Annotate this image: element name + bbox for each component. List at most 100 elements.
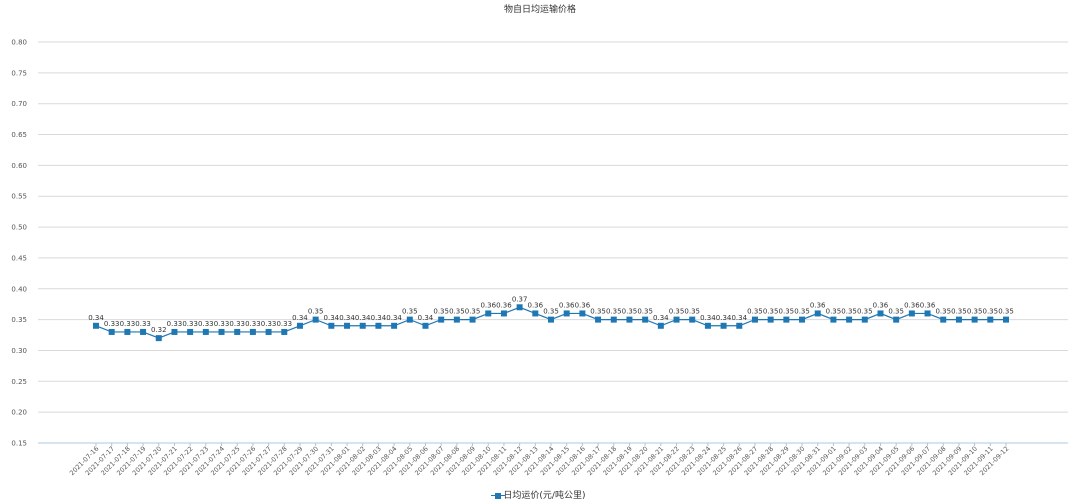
y-tick-label: 0.80: [11, 39, 27, 47]
data-point: [830, 316, 837, 323]
data-point: [469, 316, 476, 323]
data-label: 0.33: [120, 320, 136, 328]
y-tick-label: 0.40: [11, 285, 27, 293]
data-label: 0.34: [88, 314, 104, 322]
data-label: 0.34: [324, 314, 340, 322]
data-point: [359, 322, 366, 329]
data-point: [328, 322, 335, 329]
data-label: 0.36: [528, 301, 544, 309]
y-tick-label: 0.35: [11, 316, 27, 324]
data-point: [500, 310, 507, 317]
data-label: 0.35: [826, 308, 842, 316]
data-point: [124, 328, 131, 335]
data-point: [626, 316, 633, 323]
data-point: [657, 322, 664, 329]
data-point: [767, 316, 774, 323]
data-label: 0.36: [559, 301, 575, 309]
data-point: [736, 322, 743, 329]
y-tick-label: 0.45: [11, 254, 27, 262]
data-point: [908, 310, 915, 317]
data-point: [171, 328, 178, 335]
data-point: [704, 322, 711, 329]
data-label: 0.35: [888, 308, 904, 316]
data-point: [438, 316, 445, 323]
data-label: 0.34: [339, 314, 355, 322]
data-point: [453, 316, 460, 323]
data-label: 0.32: [151, 326, 167, 334]
data-label: 0.35: [841, 308, 857, 316]
data-label: 0.35: [967, 308, 983, 316]
data-point: [187, 328, 194, 335]
data-point: [783, 316, 790, 323]
y-tick-label: 0.70: [11, 100, 27, 108]
data-point: [234, 328, 241, 335]
data-label: 0.35: [433, 308, 449, 316]
data-label: 0.36: [873, 301, 889, 309]
data-point: [610, 316, 617, 323]
data-point: [108, 328, 115, 335]
y-tick-label: 0.60: [11, 162, 27, 170]
data-point: [218, 328, 225, 335]
data-point: [375, 322, 382, 329]
data-label: 0.35: [590, 308, 606, 316]
data-label: 0.36: [904, 301, 920, 309]
data-label: 0.36: [810, 301, 826, 309]
chart-title: 物自日均运输价格: [503, 5, 576, 15]
data-label: 0.35: [622, 308, 638, 316]
y-tick-label: 0.55: [11, 193, 27, 201]
data-label: 0.35: [998, 308, 1014, 316]
data-label: 0.35: [543, 308, 559, 316]
data-point: [814, 310, 821, 317]
data-point: [93, 322, 99, 329]
data-label: 0.34: [292, 314, 308, 322]
data-label: 0.35: [747, 308, 763, 316]
data-label: 0.35: [606, 308, 622, 316]
data-point: [265, 328, 272, 335]
y-tick-label: 0.30: [11, 347, 27, 355]
data-point: [579, 310, 586, 317]
y-tick-label: 0.20: [11, 409, 27, 417]
y-tick-label: 0.25: [11, 378, 27, 386]
data-label: 0.35: [684, 308, 700, 316]
data-point: [312, 316, 319, 323]
data-label: 0.35: [935, 308, 951, 316]
data-label: 0.33: [182, 320, 198, 328]
y-tick-label: 0.50: [11, 224, 27, 232]
data-point: [955, 316, 962, 323]
data-point: [344, 322, 351, 329]
data-label: 0.35: [449, 308, 465, 316]
data-label: 0.33: [245, 320, 261, 328]
data-label: 0.36: [575, 301, 591, 309]
data-point: [422, 322, 429, 329]
data-point: [751, 316, 758, 323]
data-point: [296, 322, 303, 329]
data-point: [202, 328, 209, 335]
data-point: [563, 310, 570, 317]
data-label: 0.34: [700, 314, 716, 322]
data-label: 0.33: [261, 320, 277, 328]
data-label: 0.33: [167, 320, 183, 328]
data-point: [893, 316, 900, 323]
data-label: 0.35: [857, 308, 873, 316]
data-label: 0.35: [779, 308, 795, 316]
data-point: [861, 316, 868, 323]
data-point: [689, 316, 696, 323]
data-label: 0.34: [355, 314, 371, 322]
data-point: [846, 316, 853, 323]
data-point: [281, 328, 288, 335]
data-label: 0.34: [731, 314, 747, 322]
data-label: 0.35: [637, 308, 653, 316]
data-label: 0.37: [512, 295, 528, 303]
data-label: 0.35: [983, 308, 999, 316]
data-point: [1003, 316, 1009, 323]
y-tick-label: 0.75: [11, 69, 27, 77]
data-label: 0.34: [371, 314, 387, 322]
data-label: 0.35: [308, 308, 324, 316]
data-point: [673, 316, 680, 323]
data-point: [642, 316, 649, 323]
y-tick-label: 0.65: [11, 131, 27, 139]
data-label: 0.35: [465, 308, 481, 316]
data-point: [924, 310, 931, 317]
data-label: 0.33: [276, 320, 292, 328]
data-label: 0.35: [794, 308, 810, 316]
